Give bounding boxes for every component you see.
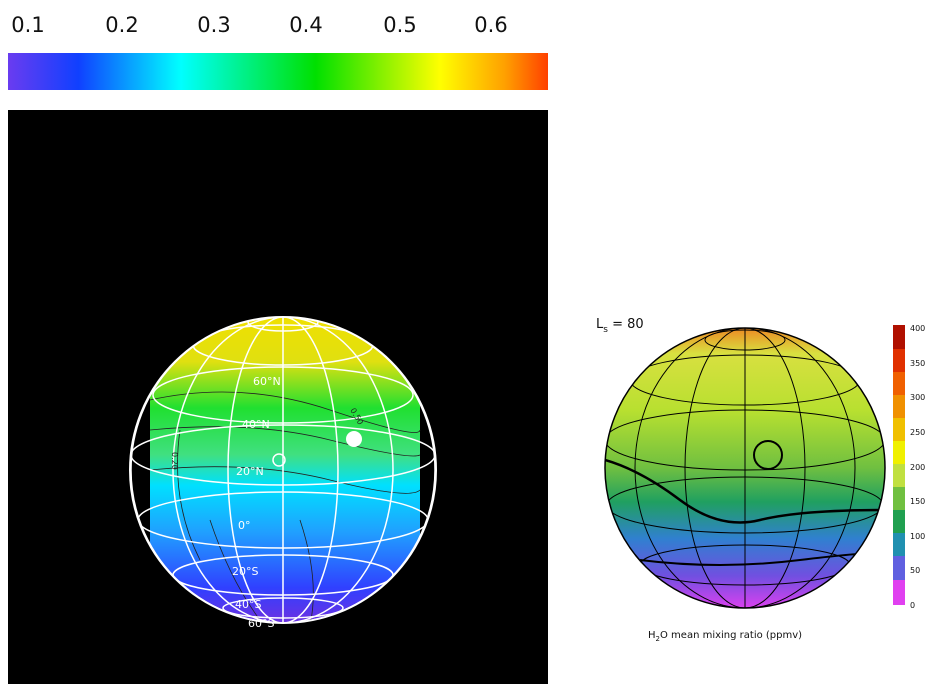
tick-label: 0.2 xyxy=(105,13,138,37)
tick-label: 0.5 xyxy=(383,13,416,37)
shape xyxy=(172,317,394,623)
caption-suffix: O mean mixing ratio (ppmv) xyxy=(660,630,802,641)
color-step xyxy=(893,349,905,372)
marker xyxy=(346,431,362,447)
color-step xyxy=(893,325,905,349)
color-step xyxy=(893,372,905,395)
right-globe-panel: Ls = 80 400 350 300 250 200 150 100 50 0… xyxy=(596,317,925,643)
shape xyxy=(684,328,806,608)
color-step xyxy=(893,441,905,464)
marker xyxy=(272,453,286,467)
tick-label: 350 xyxy=(910,359,925,368)
lat-label: 20°S xyxy=(232,565,258,578)
tick-label: 300 xyxy=(910,393,925,402)
lat-label: 20°N xyxy=(236,465,264,478)
shape xyxy=(177,429,201,561)
coastline xyxy=(605,458,885,524)
color-step xyxy=(893,556,905,580)
tick-label: 0.6 xyxy=(474,13,507,37)
color-step xyxy=(893,487,905,510)
color-step xyxy=(893,395,905,418)
color-step xyxy=(893,580,905,605)
lat-label: 60°N xyxy=(253,375,281,388)
tick-label: 100 xyxy=(910,532,925,541)
globe-fill xyxy=(150,317,420,623)
globe-outline xyxy=(604,327,886,609)
tick-label: 400 xyxy=(910,324,925,333)
caption-prefix: H xyxy=(648,630,656,641)
tick-label: 250 xyxy=(910,428,925,437)
title-value: = 80 xyxy=(608,317,644,332)
shape xyxy=(634,328,856,608)
shape xyxy=(299,519,314,623)
contour-label: 0.20 xyxy=(170,452,179,470)
right-colorbar xyxy=(893,325,905,605)
shape xyxy=(149,391,421,433)
title-subscript: s xyxy=(603,325,608,335)
tick-label: 0.3 xyxy=(197,13,230,37)
shape xyxy=(209,519,261,621)
panel-title: Ls = 80 xyxy=(596,317,644,335)
title-symbol: L xyxy=(596,317,604,332)
tick-label: 0.4 xyxy=(289,13,322,37)
color-ramp xyxy=(8,53,548,90)
shape xyxy=(227,317,339,623)
shape xyxy=(149,426,421,457)
lat-label: 40°S xyxy=(235,598,261,611)
left-colorbar: 0.1 0.2 0.3 0.4 0.5 0.6 xyxy=(8,13,548,90)
volcano xyxy=(753,440,783,470)
tick-label: 50 xyxy=(910,566,920,575)
shape xyxy=(605,328,885,608)
color-step xyxy=(893,418,905,441)
tick-label: 0.1 xyxy=(11,13,44,37)
color-step xyxy=(893,464,905,487)
shape xyxy=(149,466,421,494)
color-step xyxy=(893,533,905,556)
tick-label: 200 xyxy=(910,463,925,472)
color-step xyxy=(893,510,905,533)
globe-outline xyxy=(129,316,437,624)
tick-label: 150 xyxy=(910,497,925,506)
tick-label: 0 xyxy=(910,601,915,610)
left-globe-panel: 60°N 40°N 20°N 0° 20°S 40°S 60°S 0.50 0.… xyxy=(8,110,548,684)
caption-subscript: 2 xyxy=(656,635,660,643)
lat-label: 60°S xyxy=(248,617,274,630)
lat-label: 40°N xyxy=(242,418,270,431)
caption: H2O mean mixing ratio (ppmv) xyxy=(648,630,802,643)
contours xyxy=(149,391,421,623)
lat-label: 0° xyxy=(238,519,251,532)
